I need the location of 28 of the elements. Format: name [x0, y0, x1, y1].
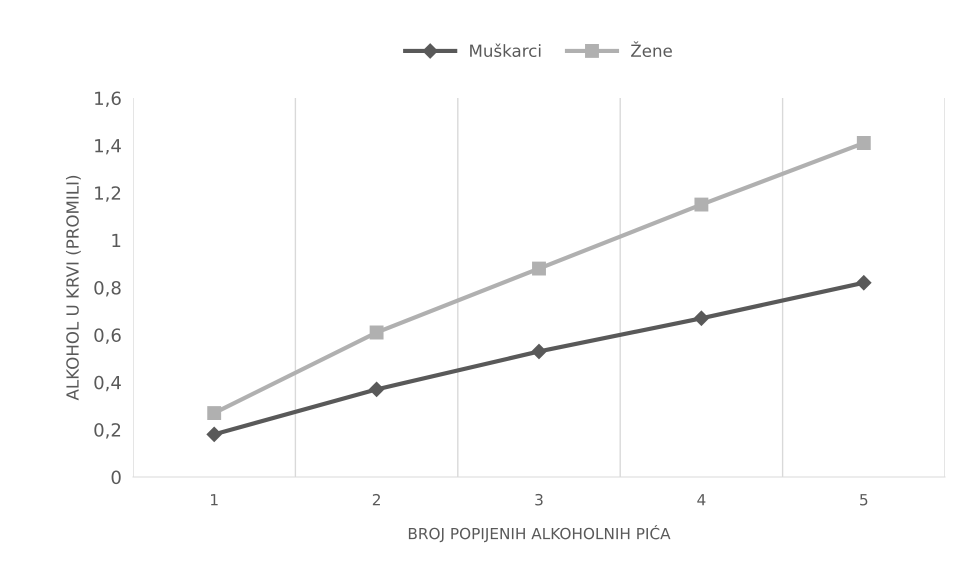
x-tick-label: 4 — [697, 494, 706, 506]
x-tick-label: 3 — [535, 494, 543, 506]
x-tick-label: 1 — [211, 494, 218, 506]
y-axis-title: ALKOHOL U KRVI (PROMILI) — [66, 176, 81, 400]
y-tick-label: 1 — [112, 234, 120, 247]
x-axis-title: BROJ POPIJENIH ALKOHOLNIH PIĆA — [408, 525, 670, 542]
point — [532, 262, 546, 276]
y-tick-label: 0,8 — [94, 280, 121, 296]
y-tick-label: 1,2 — [95, 186, 120, 202]
y-tick-label: 0,6 — [94, 328, 121, 344]
point — [856, 136, 871, 150]
point — [856, 275, 872, 290]
point — [531, 344, 547, 360]
point — [694, 198, 708, 212]
legend-label: Žene — [631, 41, 672, 58]
point — [370, 326, 384, 340]
y-tick-label: 0,4 — [94, 376, 121, 392]
point — [207, 406, 222, 420]
x-tick-label: 5 — [860, 494, 868, 506]
x-tick-label: 2 — [372, 494, 380, 506]
legend-label: Muškarci — [470, 43, 540, 58]
point — [694, 310, 709, 326]
y-tick-label: 1,6 — [95, 91, 121, 107]
y-tick-label: 1,4 — [95, 139, 121, 154]
y-tick-label: 0 — [112, 470, 121, 484]
y-tick-label: 0,2 — [94, 423, 120, 439]
point — [206, 426, 222, 442]
point — [369, 382, 384, 397]
